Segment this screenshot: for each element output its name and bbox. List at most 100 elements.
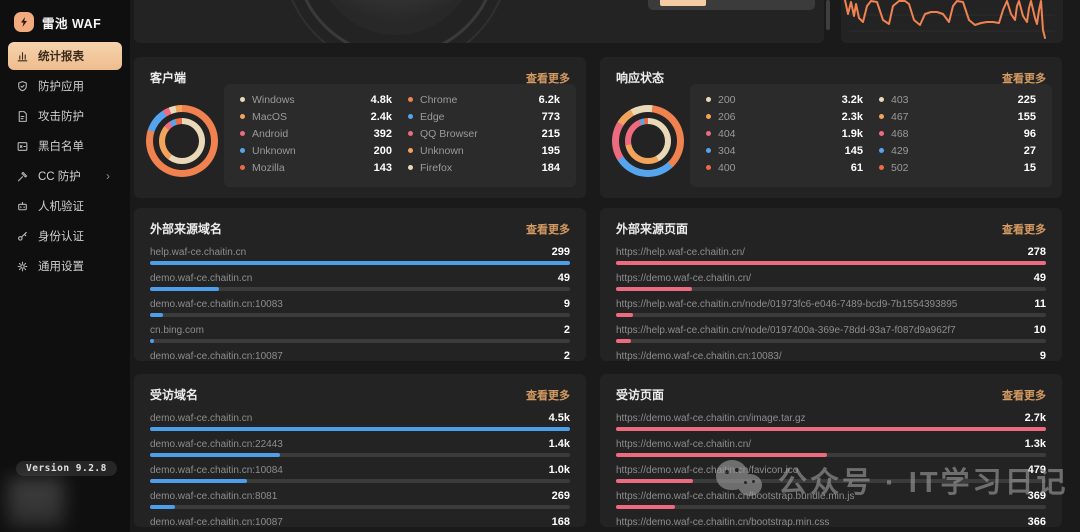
sidebar-item-5[interactable]: CC 防护 › [8, 162, 122, 190]
legend-item[interactable]: Unknown 200 [240, 142, 392, 159]
bar-row[interactable]: demo.waf-ce.chaitin.cn:10084 1.0k [150, 464, 570, 483]
blurred-qr-area [8, 478, 64, 526]
status-view-more-link[interactable]: 查看更多 [1002, 72, 1046, 85]
bar-track [150, 453, 570, 457]
bar-row[interactable]: https://demo.waf-ce.chaitin.cn/bootstrap… [616, 490, 1046, 509]
bar-fill [616, 505, 676, 509]
legend-item[interactable]: 400 61 [706, 159, 863, 176]
bar-fill [616, 427, 1046, 431]
sidebar-item-6[interactable]: 人机验证 [8, 192, 122, 220]
bar-track [616, 313, 1046, 317]
visited-domains-list: demo.waf-ce.chaitin.cn 4.5k demo.waf-ce.ch… [134, 403, 586, 527]
legend-label: 467 [891, 110, 909, 123]
legend-value: 6.2k [538, 93, 560, 106]
bar-row[interactable]: https://help.waf-ce.chaitin.cn/278 [616, 246, 1046, 265]
bar-fill [616, 339, 632, 343]
legend-label: Unknown [252, 144, 296, 157]
bar-row[interactable]: https://demo.waf-ce.chaitin.cn/bootstrap… [616, 516, 1046, 527]
legend-label: 403 [891, 93, 909, 106]
clients-view-more-link[interactable]: 查看更多 [526, 72, 570, 85]
bar-fill [150, 505, 176, 509]
sidebar-item-1[interactable]: 统计报表 [8, 42, 122, 70]
bar-row-label: demo.waf-ce.chaitin.cn [150, 413, 253, 424]
bar-row[interactable]: help.waf-ce.chaitin.cn 299 [150, 246, 570, 265]
legend-value: 392 [373, 127, 392, 140]
bar-row[interactable]: https://demo.waf-ce.chaitin.cn/favicon.i… [616, 464, 1046, 483]
referer-pages-view-more-link[interactable]: 查看更多 [1002, 223, 1046, 236]
referer-pages-title: 外部来源页面 [616, 222, 689, 236]
legend-item[interactable]: Chrome 6.2k [408, 91, 560, 108]
legend-dot [879, 165, 884, 170]
legend-label: Firefox [420, 161, 453, 174]
legend-item[interactable]: 502 15 [879, 159, 1036, 176]
legend-item[interactable]: QQ Browser 215 [408, 125, 560, 142]
legend-item[interactable]: 429 27 [879, 142, 1036, 159]
legend-dot [879, 114, 884, 119]
bar-row-label: demo.waf-ce.chaitin.cn [150, 273, 253, 284]
legend-value: 2.3k [841, 110, 863, 123]
sidebar-item-8[interactable]: 通用设置 [8, 252, 122, 280]
legend-item[interactable]: Firefox 184 [408, 159, 560, 176]
bar-row-value: 49 [1033, 272, 1046, 284]
legend-item[interactable]: Unknown 195 [408, 142, 560, 159]
clients-legend-left-column: Windows 4.8k MacOS 2.4k Android 392 Unknown 200… [240, 91, 392, 176]
legend-dot [879, 148, 884, 153]
legend-item[interactable]: 200 3.2k [706, 91, 863, 108]
bar-row[interactable]: https://help.waf-ce.chaitin.cn/node/0197… [616, 324, 1046, 343]
bar-row[interactable]: https://help.waf-ce.chaitin.cn/node/0197… [616, 298, 1046, 317]
legend-item[interactable]: 206 2.3k [706, 108, 863, 125]
bar-row[interactable]: demo.waf-ce.chaitin.cn:10087 2 [150, 350, 570, 361]
bar-row[interactable]: https://demo.waf-ce.chaitin.cn/1.3k [616, 438, 1046, 457]
response-status-card: 响应状态 查看更多 200 3.2k 206 2.3k 404 1.9k 304 145 400… [600, 57, 1062, 198]
status-legend: 200 3.2k 206 2.3k 404 1.9k 304 145 400 61 403 225 4… [690, 84, 1052, 187]
legend-item[interactable]: Windows 4.8k [240, 91, 392, 108]
sidebar-item-label: 黑白名单 [38, 141, 84, 153]
clients-card: 客户端 查看更多 Windows 4.8k MacOS 2.4k Android 392 U… [134, 57, 586, 198]
sidebar-item-3[interactable]: 攻击防护 [8, 102, 122, 130]
legend-dot [706, 148, 711, 153]
legend-item[interactable]: Edge 773 [408, 108, 560, 125]
bar-row-label: help.waf-ce.chaitin.cn [150, 247, 247, 258]
chevron-right-icon: › [106, 169, 110, 183]
scrollbar-thumb[interactable] [826, 0, 830, 30]
app-title: 雷池 WAF [42, 16, 102, 31]
attack-shield-icon [18, 110, 27, 122]
status-legend-right-column: 403 225 467 155 468 96 429 27 502 15 [879, 91, 1036, 176]
bar-track [616, 427, 1046, 431]
bar-row-value: 9 [563, 298, 570, 310]
bar-row-value: 1.4k [548, 438, 570, 450]
robot-icon [18, 201, 27, 210]
bar-row[interactable]: https://demo.waf-ce.chaitin.cn:10083/9 [616, 350, 1046, 361]
legend-item[interactable]: MacOS 2.4k [240, 108, 392, 125]
visited-domains-view-more-link[interactable]: 查看更多 [526, 389, 570, 402]
bar-row[interactable]: demo.waf-ce.chaitin.cn:10083 9 [150, 298, 570, 317]
legend-item[interactable]: 403 225 [879, 91, 1036, 108]
bar-row[interactable]: demo.waf-ce.chaitin.cn:8081 269 [150, 490, 570, 509]
sidebar-item-2[interactable]: 防护应用 [8, 72, 122, 100]
bar-row-label: demo.waf-ce.chaitin.cn:22443 [150, 439, 283, 450]
sidebar-item-label: 身份认证 [38, 231, 84, 243]
referer-domains-view-more-link[interactable]: 查看更多 [526, 223, 570, 236]
legend-item[interactable]: 468 96 [879, 125, 1036, 142]
bar-row-label: https://demo.waf-ce.chaitin.cn/favicon.i… [616, 465, 799, 476]
bar-row[interactable]: demo.waf-ce.chaitin.cn 4.5k [150, 412, 570, 431]
bar-row[interactable]: https://demo.waf-ce.chaitin.cn/image.tar… [616, 412, 1046, 431]
legend-item[interactable]: 304 145 [706, 142, 863, 159]
legend-value: 184 [541, 161, 560, 174]
sidebar-item-4[interactable]: 黑白名单 [8, 132, 122, 160]
bar-row[interactable]: demo.waf-ce.chaitin.cn:22443 1.4k [150, 438, 570, 457]
bar-track [150, 339, 570, 343]
bar-row[interactable]: demo.waf-ce.chaitin.cn 49 [150, 272, 570, 291]
bar-track [616, 453, 1046, 457]
bar-row[interactable]: https://demo.waf-ce.chaitin.cn/49 [616, 272, 1046, 291]
legend-item[interactable]: 404 1.9k [706, 125, 863, 142]
sparkline-chart [844, 0, 1055, 39]
bar-row[interactable]: cn.bing.com 2 [150, 324, 570, 343]
sidebar-item-7[interactable]: 身份认证 [8, 222, 122, 250]
legend-item[interactable]: Android 392 [240, 125, 392, 142]
legend-label: QQ Browser [420, 127, 478, 140]
visited-pages-view-more-link[interactable]: 查看更多 [1002, 389, 1046, 402]
legend-item[interactable]: 467 155 [879, 108, 1036, 125]
legend-item[interactable]: Mozilla 143 [240, 159, 392, 176]
bar-row[interactable]: demo.waf-ce.chaitin.cn:10087 168 [150, 516, 570, 527]
